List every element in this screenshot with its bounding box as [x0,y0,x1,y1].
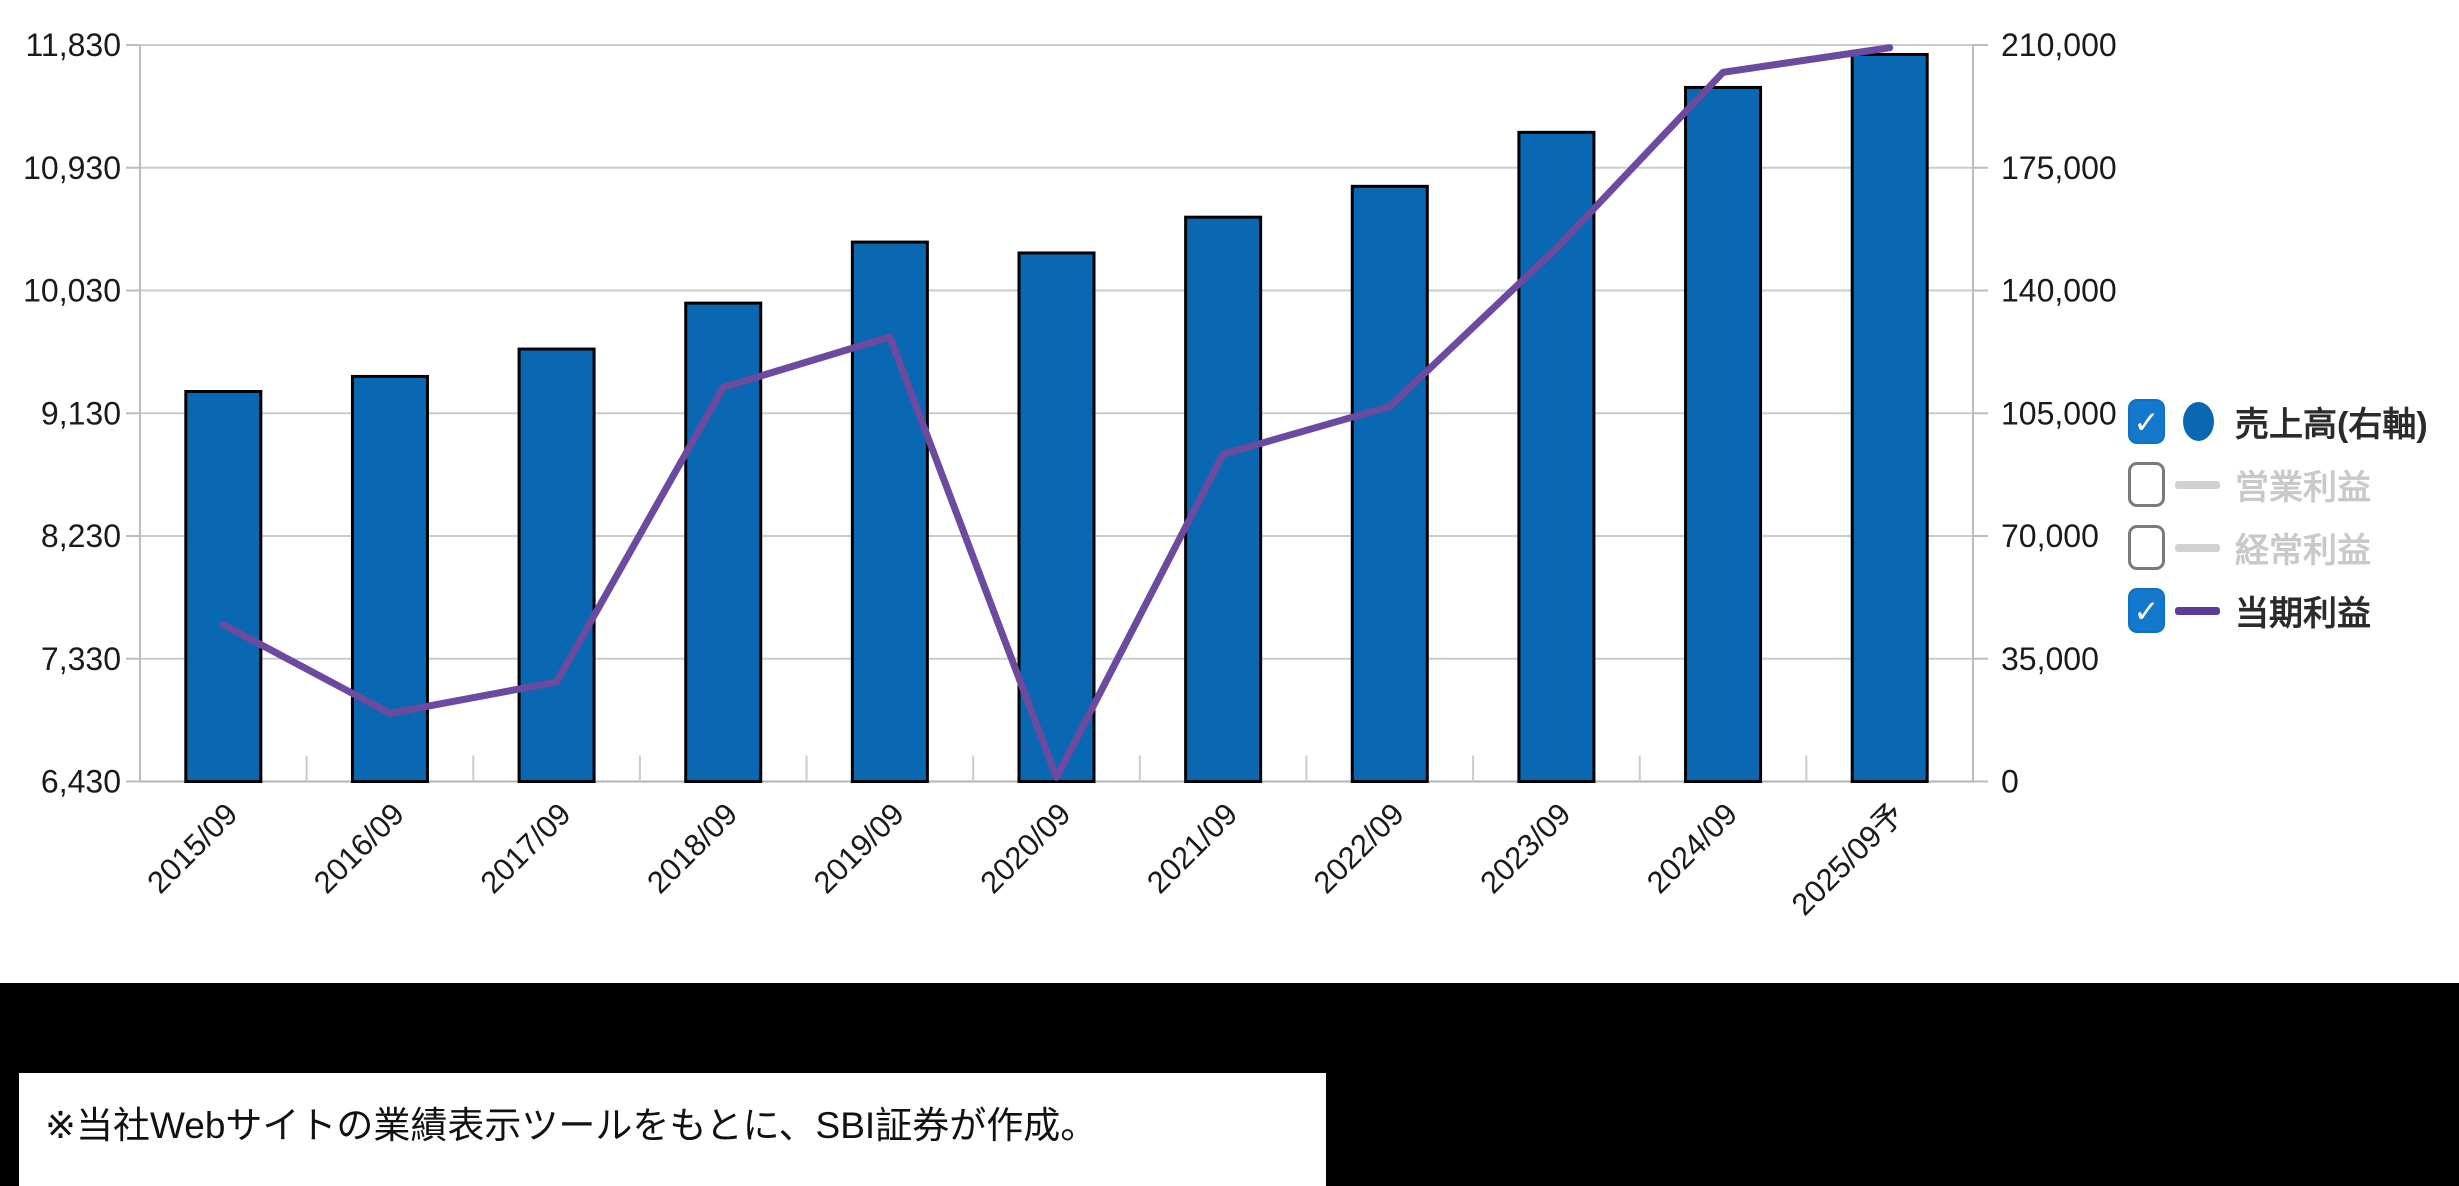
legend-row-revenue: ✓ 売上高(右軸) [2128,399,2428,444]
svg-text:210,000: 210,000 [2001,27,2117,63]
revenue-bar [1017,251,1096,783]
svg-text:10,030: 10,030 [23,273,121,309]
right-axis-labels: 210,000 175,000 140,000 105,000 70,000 35,000… [2001,27,2117,800]
revenue-bar [350,374,429,783]
legend-row-net-profit: ✓ 当期利益 [2128,588,2428,633]
revenue-bar [684,301,763,783]
revenue-bar [1350,184,1429,784]
revenue-bar [1517,130,1596,783]
left-axis-labels: 11,830 10,930 10,030 9,130 8,230 7,330 6,430 [23,27,121,800]
source-note-text: ※当社Webサイトの業績表示ツールをもとに、SBI証券が作成。 [45,1105,1098,1146]
revenue-bar [184,390,263,783]
svg-text:2015/09: 2015/09 [140,796,244,900]
svg-text:2023/09: 2023/09 [1473,796,1577,900]
legend-label-ordinary-profit: 経常利益 [2235,532,2371,570]
svg-text:2017/09: 2017/09 [474,796,578,900]
legend-label-net-profit: 当期利益 [2235,595,2371,633]
svg-text:35,000: 35,000 [2001,641,2099,677]
svg-text:9,130: 9,130 [41,395,121,431]
svg-text:0: 0 [2001,764,2019,800]
svg-text:2018/09: 2018/09 [640,796,744,900]
chart-legend: ✓ 売上高(右軸) 営業利益 経常利益 ✓ 当期利益 [2128,399,2428,633]
revenue-bar [1850,52,1929,783]
svg-text:2016/09: 2016/09 [307,796,411,900]
svg-text:140,000: 140,000 [2001,273,2117,309]
legend-row-ordinary-profit: 経常利益 [2128,525,2428,570]
svg-text:10,930: 10,930 [23,150,121,186]
svg-text:2019/09: 2019/09 [807,796,911,900]
legend-row-operating-profit: 営業利益 [2128,462,2428,507]
net-profit-checkbox[interactable]: ✓ [2128,588,2165,633]
legend-label-operating-profit: 営業利益 [2235,469,2371,507]
source-note-box: ※当社Webサイトの業績表示ツールをもとに、SBI証券が作成。 [19,1073,1326,1186]
svg-text:11,830: 11,830 [26,27,122,63]
revenue-bar [850,240,929,783]
line-marker-icon [2175,543,2225,552]
svg-text:105,000: 105,000 [2001,395,2117,431]
chart-canvas: 11,830 10,930 10,030 9,130 8,230 7,330 6,430 21… [23,27,2117,922]
line-marker-icon [2175,480,2225,489]
svg-text:8,230: 8,230 [41,518,121,554]
x-axis-labels: 2015/09 2016/09 2017/09 2018/09 2019/09 2020/… [140,796,1910,922]
svg-text:2024/09: 2024/09 [1640,796,1744,900]
line-marker-icon [2175,606,2225,615]
operating-profit-checkbox[interactable] [2128,462,2165,507]
svg-text:2025/09予: 2025/09予 [1785,796,1911,922]
check-icon: ✓ [2133,594,2160,629]
svg-text:7,330: 7,330 [41,641,121,677]
performance-chart-region: 11,830 10,930 10,030 9,130 8,230 7,330 6,430 21… [23,27,2428,923]
svg-text:2020/09: 2020/09 [973,796,1077,900]
svg-text:70,000: 70,000 [2001,518,2099,554]
revenue-bar [517,347,596,783]
circle-marker-icon [2175,402,2225,441]
revenue-bar [1684,85,1763,784]
check-icon: ✓ [2133,405,2160,440]
bars [184,52,1929,784]
legend-label-revenue: 売上高(右軸) [2235,406,2428,444]
net-profit-line [219,44,1894,781]
revenue-checkbox[interactable]: ✓ [2128,399,2165,444]
svg-text:2022/09: 2022/09 [1307,796,1411,900]
svg-text:175,000: 175,000 [2001,150,2117,186]
svg-text:2021/09: 2021/09 [1140,796,1244,900]
svg-text:6,430: 6,430 [41,764,121,800]
bottom-band: ※当社Webサイトの業績表示ツールをもとに、SBI証券が作成。 [0,983,2459,1186]
ordinary-profit-checkbox[interactable] [2128,525,2165,570]
